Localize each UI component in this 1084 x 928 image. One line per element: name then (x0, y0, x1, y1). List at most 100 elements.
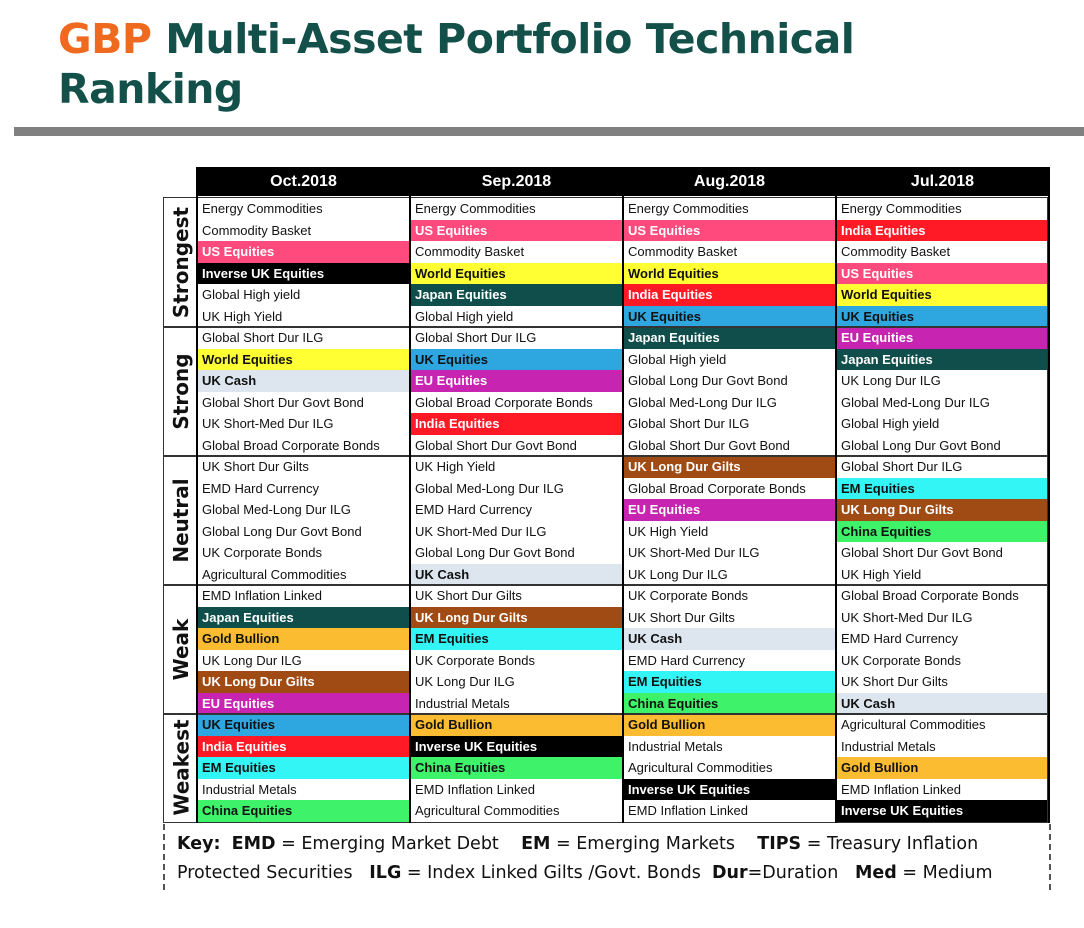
table-cell: Global Short Dur ILG (415, 330, 537, 345)
table-cell: Global Short Dur Govt Bond (841, 545, 1003, 560)
table-cell: Energy Commodities (628, 201, 749, 216)
table-cell: UK Cash (837, 692, 1048, 714)
table-cell: Global Long Dur Govt Bond (202, 523, 362, 539)
table-cell: UK High Yield (841, 566, 922, 582)
page-title: GBP Multi-Asset Portfolio Technical Rank… (58, 14, 1018, 114)
table-cell: EMD Inflation Linked (628, 803, 748, 818)
table-cell: Inverse UK Equities (837, 800, 1048, 822)
table-cell: Global Long Dur Govt Bond (841, 437, 1001, 453)
column-header-jul-2018: Jul.2018 (837, 167, 1048, 196)
table-cell: UK Short Dur Gilts (202, 459, 309, 474)
group-box-strong (163, 326, 1048, 457)
group-box-neutral (163, 455, 1048, 586)
title-divider (14, 127, 1084, 136)
table-cell: UK Long Dur ILG (628, 566, 728, 582)
key-term-emd: EMD (231, 834, 276, 854)
key-def-med: = Medium (896, 863, 993, 883)
table-cell: Global Long Dur Govt Bond (628, 373, 788, 388)
column-divider (1048, 167, 1050, 823)
table-cell: Inverse UK Equities (624, 778, 835, 800)
table-cell: EM Equities (837, 477, 1048, 499)
table-cell: EU Equities (411, 370, 622, 392)
table-cell: Agricultural Commodities (202, 566, 347, 582)
table-cell: Global Long Dur Govt Bond (415, 545, 575, 560)
group-box-weak (163, 584, 1048, 715)
table-cell: World Equities (837, 284, 1048, 306)
table-cell: Agricultural Commodities (415, 803, 560, 818)
column-divider (835, 167, 837, 823)
group-box-weakest (163, 713, 1048, 823)
table-cell: Global Short Dur Govt Bond (628, 437, 790, 453)
table-cell: Global Med-Long Dur ILG (628, 394, 777, 410)
table-cell: EM Equities (624, 671, 835, 693)
table-cell: Gold Bullion (624, 714, 835, 736)
table-cell: Global Med-Long Dur ILG (415, 480, 564, 496)
key-def-em: = Emerging Markets (550, 834, 735, 854)
table-cell: Industrial Metals (415, 695, 510, 711)
table-cell: UK Corporate Bonds (841, 652, 961, 668)
table-cell: EMD Hard Currency (841, 631, 959, 646)
table-cell: Global Broad Corporate Bonds (415, 394, 593, 410)
table-cell: EMD Inflation Linked (415, 781, 535, 797)
table-cell: UK High Yield (628, 523, 709, 539)
table-cell: Gold Bullion (198, 628, 409, 650)
table-cell: UK High Yield (415, 459, 496, 474)
table-cell: EMD Hard Currency (415, 502, 533, 517)
key-legend: Key: EMD = Emerging Market Debt EM = Eme… (163, 824, 1051, 890)
table-cell: UK Equities (837, 305, 1048, 327)
table-cell: China Equities (837, 520, 1048, 542)
table-cell: Japan Equities (624, 327, 835, 349)
group-label-strong: Strong (168, 353, 193, 430)
table-cell: UK Corporate Bonds (202, 545, 322, 560)
table-cell: UK Cash (198, 370, 409, 392)
table-cell: UK Corporate Bonds (628, 588, 748, 603)
group-label-weak: Weak (168, 618, 193, 681)
table-cell: UK Equities (411, 348, 622, 370)
table-cell: UK Cash (624, 628, 835, 650)
table-cell: EM Equities (411, 628, 622, 650)
table-cell: UK High Yield (202, 308, 283, 324)
table-cell: UK Short Dur Gilts (415, 588, 522, 603)
key-term-ilg: ILG (369, 863, 402, 883)
key-heading: Key: (177, 834, 221, 854)
table-cell: Japan Equities (198, 606, 409, 628)
group-label-strongest: Strongest (168, 206, 193, 319)
column-divider (196, 167, 198, 823)
table-cell: Industrial Metals (202, 781, 297, 797)
table-cell: UK Short-Med Dur ILG (415, 523, 547, 539)
key-def-dur: =Duration (747, 863, 839, 883)
table-cell: Global Med-Long Dur ILG (841, 394, 990, 410)
title-text: Multi-Asset Portfolio Technical Ranking (58, 15, 855, 113)
table-cell: US Equities (411, 219, 622, 241)
table-cell: Japan Equities (837, 348, 1048, 370)
key-def-ilg: = Index Linked Gilts /Govt. Bonds (401, 863, 701, 883)
group-label-weakest: Weakest (168, 719, 193, 816)
table-cell: Inverse UK Equities (198, 262, 409, 284)
table-cell: Commodity Basket (202, 222, 312, 238)
table-cell: Commodity Basket (841, 244, 951, 259)
table-cell: UK Short Dur Gilts (628, 609, 735, 625)
group-box-strongest (163, 197, 1048, 328)
table-cell: UK Equities (624, 305, 835, 327)
table-cell: Global Short Dur ILG (202, 330, 324, 345)
table-cell: Energy Commodities (202, 201, 323, 216)
key-term-med: Med (855, 863, 897, 883)
table-cell: UK Long Dur Gilts (411, 606, 622, 628)
key-def-tips: = Treasury Inflation Protected Securitie… (177, 834, 979, 883)
table-cell: UK Cash (411, 563, 622, 585)
table-cell: Gold Bullion (411, 714, 622, 736)
table-cell: UK Long Dur Gilts (198, 671, 409, 693)
table-cell: UK Short-Med Dur ILG (202, 416, 334, 431)
table-cell: India Equities (411, 413, 622, 435)
key-def-emd: = Emerging Market Debt (275, 834, 499, 854)
table-cell: UK Long Dur ILG (841, 373, 941, 388)
table-cell: Global Short Dur ILG (841, 459, 963, 474)
table-cell: Global High yield (202, 287, 301, 302)
column-header-aug-2018: Aug.2018 (624, 167, 835, 196)
table-cell: India Equities (198, 735, 409, 757)
table-cell: EU Equities (624, 499, 835, 521)
column-divider (622, 167, 624, 823)
table-cell: World Equities (411, 262, 622, 284)
table-cell: Global High yield (628, 351, 727, 367)
group-label-neutral: Neutral (168, 478, 193, 563)
